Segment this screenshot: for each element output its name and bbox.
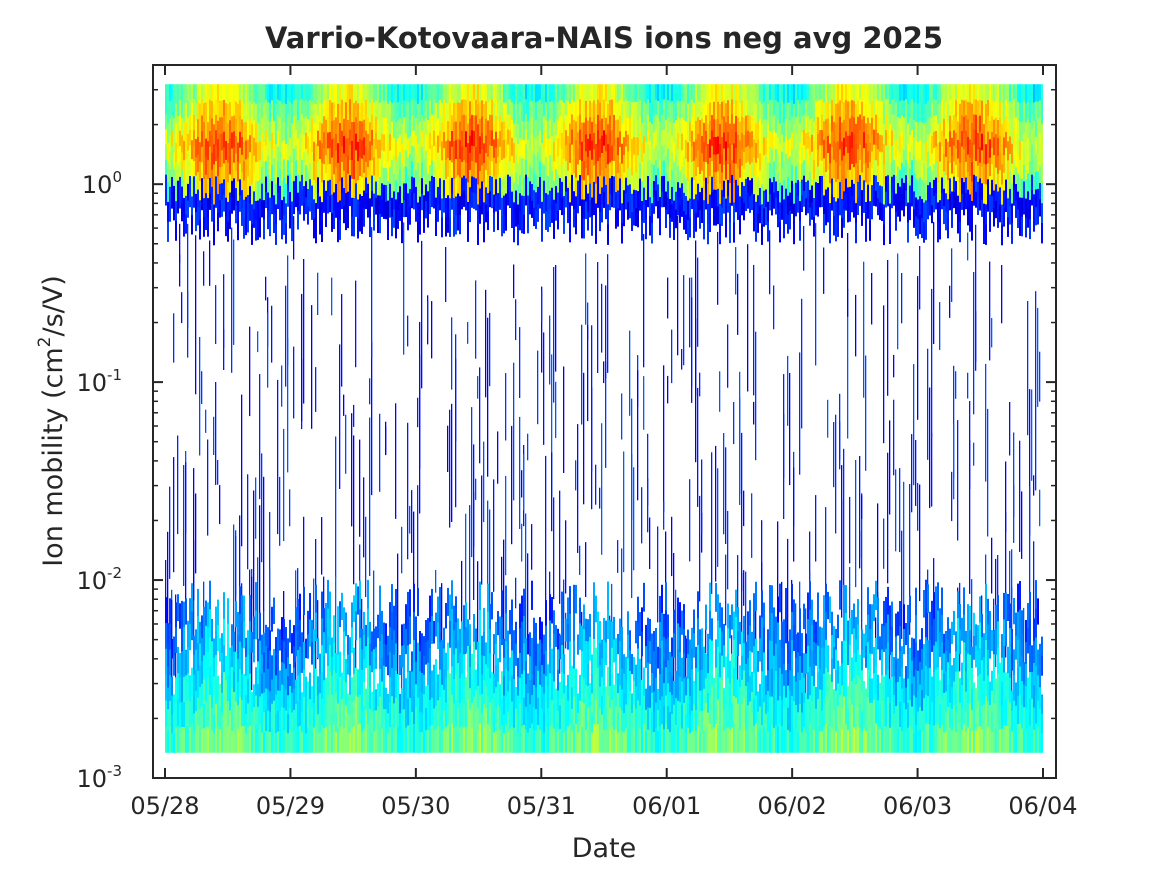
y-axis-label-sup: 2 — [35, 336, 55, 347]
x-tick-label: 06/04 — [1008, 792, 1077, 820]
y-tick-label: 10-1 — [76, 366, 122, 397]
x-tick-label: 06/02 — [758, 792, 827, 820]
heatmap-layer — [165, 84, 1043, 753]
y-axis-label-tail: /s/V) — [38, 275, 69, 336]
x-tick-label: 06/03 — [883, 792, 952, 820]
x-axis-label: Date — [572, 833, 637, 864]
x-tick-label: 05/30 — [381, 792, 450, 820]
x-tick-label: 05/28 — [130, 792, 199, 820]
x-tick-label: 05/29 — [256, 792, 325, 820]
y-axis-label-main: Ion mobility (cm — [38, 347, 69, 566]
y-axis-label: Ion mobility (cm2/s/V) — [35, 275, 69, 567]
y-tick-label: 100 — [82, 168, 122, 199]
y-tick-label: 10-2 — [76, 564, 122, 595]
y-tick-label: 10-3 — [76, 762, 122, 793]
x-tick-label: 06/01 — [632, 792, 701, 820]
chart-title: Varrio-Kotovaara-NAIS ions neg avg 2025 — [265, 21, 943, 55]
x-tick-label: 05/31 — [507, 792, 576, 820]
